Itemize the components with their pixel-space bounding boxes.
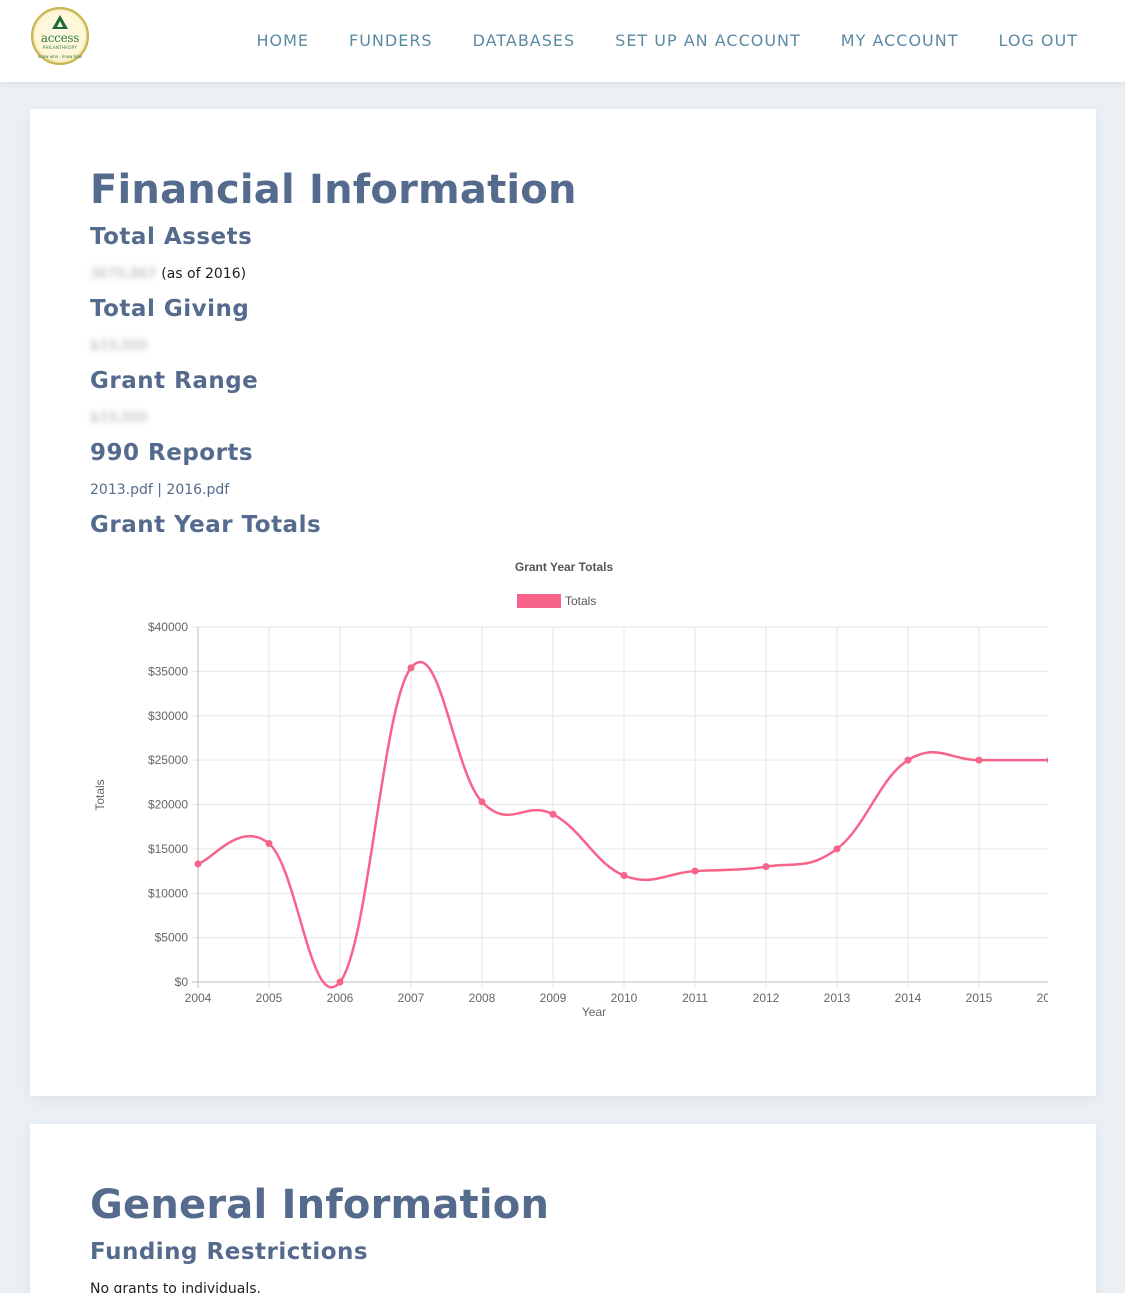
data-point-2007[interactable]: [407, 664, 415, 672]
total-assets-suffix: (as of 2016): [161, 266, 247, 282]
x-tick-label: 2004: [185, 991, 212, 1005]
legend-label: Totals: [565, 594, 596, 608]
data-point-2016[interactable]: [1046, 756, 1054, 764]
data-point-2004[interactable]: [194, 860, 202, 868]
navbar: access PHILANTHROPY know who · know how …: [0, 0, 1125, 82]
data-point-2010[interactable]: [620, 872, 628, 879]
y-axis-ticks: $0 $5000 $10000 $15000 $20000 $25000 $30000 $35…: [148, 620, 188, 989]
y-tick-label: $25000: [148, 753, 188, 767]
y-tick-label: $40000: [148, 620, 188, 634]
data-point-2013[interactable]: [833, 845, 841, 853]
grant-range-value: $33,000: [90, 410, 148, 426]
y-tick-label: $5000: [155, 931, 189, 945]
funding-restrictions-text: No grants to individuals.: [90, 1281, 262, 1293]
reports-heading: 990 Reports: [90, 440, 254, 466]
grant-range-heading: Grant Range: [90, 368, 259, 394]
x-tick-label: 2006: [327, 991, 354, 1005]
y-tick-label: $0: [175, 975, 189, 989]
x-tick-label: 2016: [1037, 991, 1048, 1005]
total-assets-value: 3670,867: [90, 266, 157, 282]
chart-title: Grant Year Totals: [515, 560, 614, 574]
grant-year-heading: Grant Year Totals: [90, 512, 322, 538]
y-tick-label: $15000: [148, 842, 188, 856]
x-tick-label: 2014: [895, 991, 922, 1005]
total-giving-value: $33,000: [90, 338, 148, 354]
legend-swatch: [517, 594, 561, 608]
general-title: General Information: [90, 1182, 550, 1228]
y-tick-label: $30000: [148, 709, 188, 723]
access-philanthropy-logo[interactable]: access PHILANTHROPY know who · know how: [31, 7, 89, 65]
data-point-2014[interactable]: [904, 756, 912, 764]
nav-databases[interactable]: DATABASES: [472, 31, 576, 50]
total-assets-row: 3670,867 (as of 2016): [90, 266, 246, 282]
report-separator: |: [157, 482, 162, 498]
x-tick-label: 2010: [611, 991, 638, 1005]
report-link-2016[interactable]: 2016.pdf: [166, 482, 230, 498]
x-axis-ticks: 2004 2005 2006 2007 2008 2009 2010 2011 2012 2013…: [185, 991, 1064, 1005]
report-link-2013[interactable]: 2013.pdf: [90, 482, 153, 498]
grant-range-row: $33,000: [90, 410, 148, 426]
x-tick-label: 2007: [398, 991, 425, 1005]
grant-year-chart-svg: Grant Year Totals Totals $0 $5000 $10000 $1…: [93, 560, 1064, 1019]
nav-my-account[interactable]: MY ACCOUNT: [840, 31, 959, 50]
data-point-2009[interactable]: [549, 810, 557, 818]
funding-restrictions-heading: Funding Restrictions: [90, 1239, 369, 1265]
nav-set-up-account[interactable]: SET UP AN ACCOUNT: [615, 31, 801, 50]
data-point-2012[interactable]: [762, 863, 770, 871]
nav-home[interactable]: HOME: [256, 31, 309, 50]
data-point-2006[interactable]: [336, 978, 344, 986]
x-tick-label: 2009: [540, 991, 567, 1005]
total-assets-heading: Total Assets: [90, 224, 253, 250]
nav-log-out[interactable]: LOG OUT: [998, 31, 1078, 50]
x-tick-label: 2012: [753, 991, 780, 1005]
data-point-2011[interactable]: [691, 867, 699, 875]
y-tick-label: $20000: [148, 798, 188, 812]
y-tick-label: $35000: [148, 664, 188, 678]
x-tick-label: 2015: [966, 991, 993, 1005]
data-point-2015[interactable]: [975, 756, 983, 764]
nav-funders[interactable]: FUNDERS: [349, 31, 433, 50]
main-nav: HOME FUNDERS DATABASES SET UP AN ACCOUNT…: [256, 31, 1078, 50]
x-tick-label: 2013: [824, 991, 851, 1005]
x-axis-label: Year: [582, 1005, 606, 1019]
y-axis-label: Totals: [93, 779, 107, 810]
report-links: 2013.pdf | 2016.pdf: [90, 482, 229, 498]
logo-sub: PHILANTHROPY: [42, 45, 78, 50]
logo-ring-text: know who · know how: [37, 54, 82, 59]
x-tick-label: 2011: [682, 991, 708, 1005]
financial-information-card: Financial Information Total Assets 3670,…: [30, 109, 1096, 1096]
y-tick-label: $10000: [148, 886, 188, 900]
logo-word: access: [40, 31, 80, 45]
data-point-2005[interactable]: [265, 840, 273, 848]
total-giving-row: $33,000: [90, 338, 148, 354]
grant-year-chart: Grant Year Totals Totals $0 $5000 $10000 $1…: [88, 549, 1064, 1029]
total-giving-heading: Total Giving: [90, 296, 250, 322]
x-tick-label: 2008: [469, 991, 496, 1005]
data-point-2008[interactable]: [478, 798, 486, 806]
series-line-totals: [197, 660, 1050, 989]
general-information-card: General Information Funding Restrictions…: [30, 1124, 1096, 1293]
chart-grid: [192, 626, 1051, 988]
x-tick-label: 2005: [256, 991, 283, 1005]
financial-title: Financial Information: [90, 167, 577, 213]
